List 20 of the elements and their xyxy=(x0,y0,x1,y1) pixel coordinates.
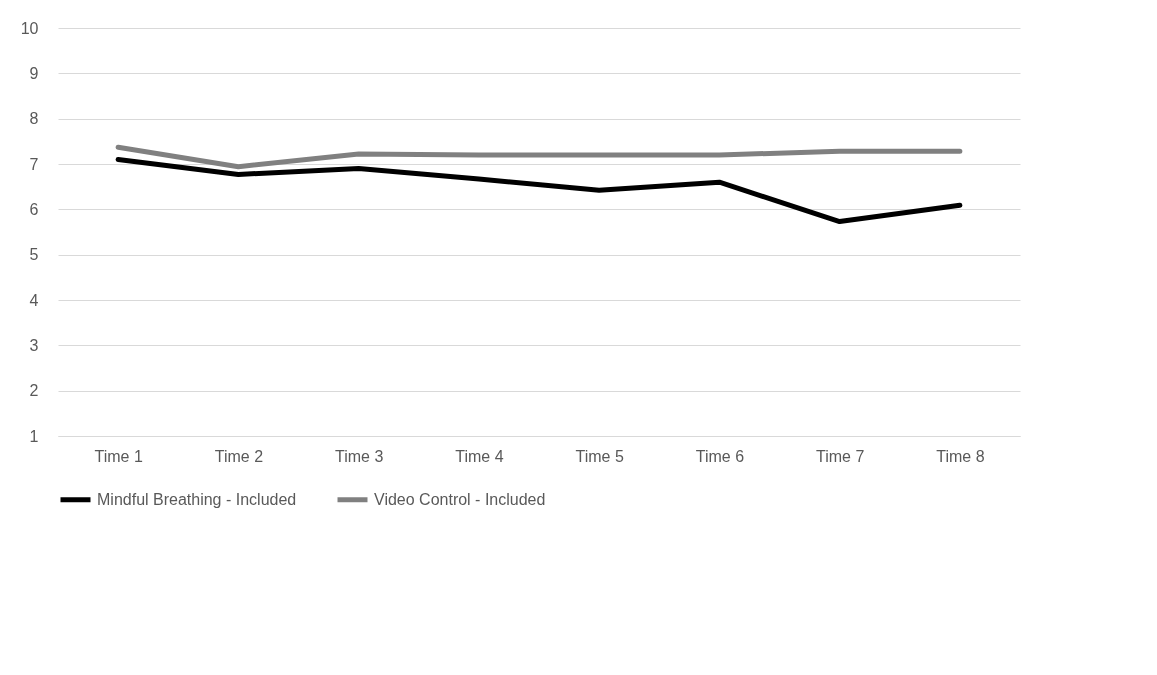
y-tick-label: 9 xyxy=(29,64,39,82)
x-tick-label: Time 3 xyxy=(334,447,384,465)
legend-label: Video Control - Included xyxy=(374,490,546,508)
x-tick-label: Time 5 xyxy=(575,447,624,465)
y-tick-label: 2 xyxy=(29,382,39,400)
x-tick-label: Time 7 xyxy=(815,447,865,465)
y-tick-label: 6 xyxy=(29,200,39,218)
y-tick-label: 7 xyxy=(29,155,39,173)
x-tick-label: Time 2 xyxy=(214,447,264,465)
y-tick-label: 5 xyxy=(29,246,39,264)
x-tick-label: Time 1 xyxy=(94,447,143,465)
y-tick-label: 4 xyxy=(29,291,39,309)
y-tick-label: 3 xyxy=(29,336,39,354)
y-tick-label: 10 xyxy=(20,19,39,37)
x-tick-label: Time 4 xyxy=(455,447,504,465)
y-tick-label: 8 xyxy=(29,110,39,128)
y-tick-label: 1 xyxy=(29,427,39,445)
x-tick-label: Time 8 xyxy=(936,447,985,465)
legend-label: Mindful Breathing - Included xyxy=(97,490,297,508)
x-tick-label: Time 6 xyxy=(695,447,745,465)
